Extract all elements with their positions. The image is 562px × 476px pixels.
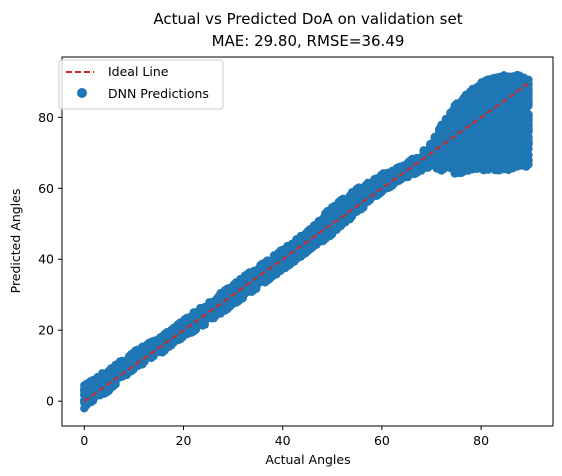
legend-dnn-label: DNN Predictions — [108, 86, 209, 101]
scatter-point — [524, 110, 533, 119]
scatter-point — [524, 98, 533, 107]
scatter-point — [524, 156, 533, 165]
ideal-line — [83, 81, 532, 402]
chart-subtitle: MAE: 29.80, RMSE=36.49 — [212, 32, 405, 50]
x-tick-label: 0 — [80, 433, 88, 448]
legend-dnn-marker — [77, 88, 87, 98]
legend: Ideal Line DNN Predictions — [58, 59, 224, 110]
scatter-point — [524, 138, 533, 147]
x-tick-label: 20 — [176, 433, 192, 448]
scatter-point — [524, 84, 533, 94]
y-tick-label: 40 — [38, 252, 54, 267]
ideal-line-layer — [83, 81, 532, 402]
scatter-points — [80, 70, 533, 413]
x-tick-label: 40 — [275, 433, 291, 448]
scatter-point — [524, 121, 533, 130]
legend-box — [58, 59, 224, 110]
scatter-point — [524, 90, 533, 99]
y-tick-label: 0 — [46, 394, 54, 409]
y-tick-label: 80 — [38, 110, 54, 125]
y-tick-label: 20 — [38, 323, 54, 338]
y-axis-ticks: 0 20 40 60 80 — [38, 110, 62, 409]
y-tick-label: 60 — [38, 181, 54, 196]
chart-title: Actual vs Predicted DoA on validation se… — [153, 10, 462, 28]
x-tick-label: 80 — [473, 433, 489, 448]
plot-frame — [61, 56, 554, 427]
x-axis-ticks: 0 20 40 60 80 — [80, 426, 489, 448]
x-tick-label: 60 — [374, 433, 390, 448]
y-axis-label: Predicted Angles — [8, 189, 23, 294]
legend-ideal-line-label: Ideal Line — [108, 64, 169, 79]
x-axis-label: Actual Angles — [265, 452, 350, 467]
